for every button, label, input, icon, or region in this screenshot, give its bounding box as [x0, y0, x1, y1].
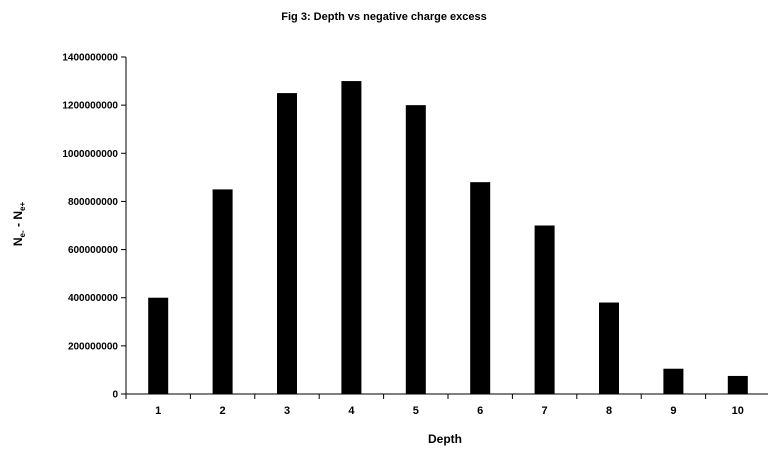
plot-area: 0 200000000 400000000 600000000 800000000 100… — [62, 53, 768, 417]
y-tick-label: 200000000 — [68, 341, 118, 352]
bar-depth-8 — [599, 302, 619, 394]
y-tick-label: 800000000 — [68, 197, 118, 208]
y-tick-label: 1200000000 — [62, 101, 118, 112]
bar-depth-7 — [534, 225, 555, 394]
x-axis-label: Depth — [428, 432, 462, 446]
x-tick-label: 1 — [155, 405, 161, 417]
y-axis-label: Ne- - Ne+ — [11, 202, 27, 247]
x-tick-label: 5 — [413, 405, 419, 417]
y-tick-label: 1400000000 — [62, 53, 118, 64]
bar-depth-4 — [341, 81, 362, 395]
bar-depth-1 — [148, 297, 169, 394]
y-tick-label: 1000000000 — [62, 149, 118, 160]
bar-depth-3 — [277, 93, 297, 394]
x-tick-label: 6 — [477, 405, 483, 417]
bar-depth-5 — [405, 105, 426, 395]
y-tick-label: 400000000 — [68, 293, 118, 304]
x-tick-label: 9 — [670, 405, 676, 417]
y-axis-label-main-2: N — [11, 211, 25, 220]
x-tick-label: 2 — [220, 405, 226, 417]
bar-depth-2 — [212, 189, 233, 394]
x-tick-label: 10 — [732, 405, 744, 417]
x-tick-label: 4 — [348, 405, 355, 417]
y-axis-label-main-1: N — [11, 237, 25, 246]
chart-title: Fig 3: Depth vs negative charge excess — [281, 11, 486, 23]
bar-depth-9 — [663, 368, 684, 394]
y-axis-label-sub-1: e- — [18, 230, 27, 237]
x-tick-label: 8 — [606, 405, 612, 417]
y-axis-label-separator: - — [11, 220, 25, 231]
x-tick-label: 7 — [542, 405, 548, 417]
y-axis-label-sub-2: e+ — [18, 202, 27, 211]
bar-depth-6 — [470, 182, 491, 394]
x-tick-label: 3 — [284, 405, 290, 417]
y-tick-label: 600000000 — [68, 245, 118, 256]
y-tick-label: 0 — [112, 390, 118, 401]
bar-depth-10 — [727, 375, 748, 394]
